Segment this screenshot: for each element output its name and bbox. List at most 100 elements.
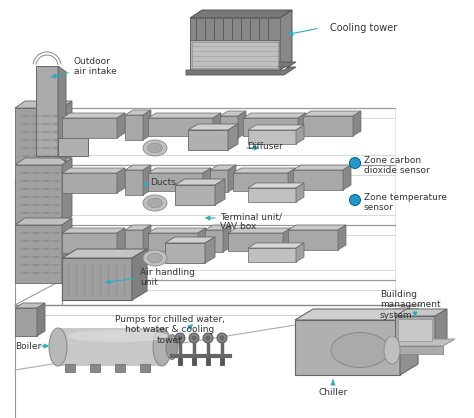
Polygon shape bbox=[15, 308, 37, 336]
Polygon shape bbox=[62, 113, 125, 118]
Text: Zone carbon
dioxide sensor: Zone carbon dioxide sensor bbox=[364, 156, 430, 176]
Text: Building
management
system: Building management system bbox=[380, 290, 441, 320]
Polygon shape bbox=[37, 303, 45, 336]
Polygon shape bbox=[186, 62, 296, 75]
Polygon shape bbox=[233, 173, 288, 191]
Polygon shape bbox=[15, 108, 62, 163]
Text: Ducts: Ducts bbox=[150, 178, 176, 187]
Polygon shape bbox=[213, 113, 221, 136]
Polygon shape bbox=[148, 233, 198, 251]
Ellipse shape bbox=[217, 333, 227, 343]
Polygon shape bbox=[15, 101, 72, 108]
Polygon shape bbox=[15, 158, 72, 165]
Polygon shape bbox=[248, 188, 296, 202]
Polygon shape bbox=[387, 339, 455, 346]
Polygon shape bbox=[58, 66, 66, 162]
Ellipse shape bbox=[49, 328, 67, 366]
Polygon shape bbox=[143, 225, 151, 255]
Polygon shape bbox=[228, 233, 283, 251]
Polygon shape bbox=[62, 233, 117, 253]
Polygon shape bbox=[62, 218, 72, 283]
Polygon shape bbox=[132, 249, 147, 300]
Ellipse shape bbox=[143, 250, 167, 266]
Polygon shape bbox=[165, 237, 215, 243]
Polygon shape bbox=[296, 243, 304, 262]
Polygon shape bbox=[220, 111, 246, 116]
Ellipse shape bbox=[153, 328, 171, 366]
Polygon shape bbox=[125, 230, 143, 255]
Polygon shape bbox=[117, 228, 125, 253]
Text: Terminal unit/
VAV box: Terminal unit/ VAV box bbox=[220, 212, 282, 232]
Ellipse shape bbox=[166, 334, 178, 359]
Polygon shape bbox=[190, 18, 280, 70]
Ellipse shape bbox=[148, 198, 162, 208]
Polygon shape bbox=[62, 258, 132, 300]
Polygon shape bbox=[148, 168, 211, 173]
Polygon shape bbox=[210, 165, 236, 170]
Polygon shape bbox=[303, 111, 361, 116]
Polygon shape bbox=[62, 228, 125, 233]
Polygon shape bbox=[65, 364, 75, 372]
Polygon shape bbox=[188, 130, 228, 150]
Polygon shape bbox=[298, 113, 306, 136]
Ellipse shape bbox=[148, 143, 162, 153]
Text: Outdoor
air intake: Outdoor air intake bbox=[74, 57, 117, 76]
Polygon shape bbox=[400, 309, 418, 375]
Text: Chiller: Chiller bbox=[319, 388, 347, 397]
Polygon shape bbox=[205, 237, 215, 263]
Polygon shape bbox=[62, 158, 72, 223]
Polygon shape bbox=[395, 316, 435, 346]
Ellipse shape bbox=[143, 195, 167, 211]
Polygon shape bbox=[238, 111, 246, 138]
Text: Pumps for chilled water,
hot water & cooling
tower: Pumps for chilled water, hot water & coo… bbox=[115, 315, 225, 345]
Polygon shape bbox=[62, 168, 125, 173]
Polygon shape bbox=[58, 138, 88, 156]
Polygon shape bbox=[143, 165, 151, 195]
Polygon shape bbox=[205, 230, 223, 252]
Ellipse shape bbox=[331, 332, 389, 367]
Ellipse shape bbox=[384, 336, 400, 364]
Ellipse shape bbox=[143, 140, 167, 156]
Ellipse shape bbox=[175, 333, 185, 343]
Polygon shape bbox=[293, 170, 343, 190]
Polygon shape bbox=[58, 328, 162, 366]
Polygon shape bbox=[248, 130, 296, 144]
Polygon shape bbox=[228, 228, 291, 233]
Polygon shape bbox=[248, 183, 304, 188]
Polygon shape bbox=[190, 18, 280, 40]
Polygon shape bbox=[233, 168, 296, 173]
Polygon shape bbox=[228, 165, 236, 192]
Polygon shape bbox=[148, 118, 213, 136]
Text: Air handling
unit: Air handling unit bbox=[140, 268, 195, 288]
Polygon shape bbox=[115, 364, 125, 372]
Polygon shape bbox=[62, 101, 72, 163]
Ellipse shape bbox=[191, 336, 197, 341]
Text: Zone temperature
sensor: Zone temperature sensor bbox=[364, 193, 447, 212]
Polygon shape bbox=[15, 218, 72, 225]
Polygon shape bbox=[296, 125, 304, 144]
Polygon shape bbox=[117, 168, 125, 193]
Polygon shape bbox=[117, 113, 125, 138]
Text: Boiler: Boiler bbox=[15, 342, 41, 351]
Polygon shape bbox=[192, 42, 278, 68]
Ellipse shape bbox=[349, 158, 361, 168]
Polygon shape bbox=[280, 10, 292, 70]
Polygon shape bbox=[125, 170, 143, 195]
Polygon shape bbox=[190, 10, 292, 18]
Polygon shape bbox=[198, 228, 206, 251]
Ellipse shape bbox=[177, 336, 182, 341]
Polygon shape bbox=[125, 225, 151, 230]
Polygon shape bbox=[215, 179, 225, 205]
Polygon shape bbox=[36, 66, 58, 156]
Polygon shape bbox=[223, 225, 231, 252]
Polygon shape bbox=[148, 173, 203, 191]
Polygon shape bbox=[293, 165, 351, 170]
Polygon shape bbox=[338, 225, 346, 250]
Polygon shape bbox=[15, 225, 62, 283]
Polygon shape bbox=[295, 309, 418, 320]
Polygon shape bbox=[62, 249, 147, 258]
Polygon shape bbox=[435, 309, 447, 346]
Polygon shape bbox=[62, 118, 117, 138]
Polygon shape bbox=[148, 228, 206, 233]
Polygon shape bbox=[283, 228, 291, 251]
